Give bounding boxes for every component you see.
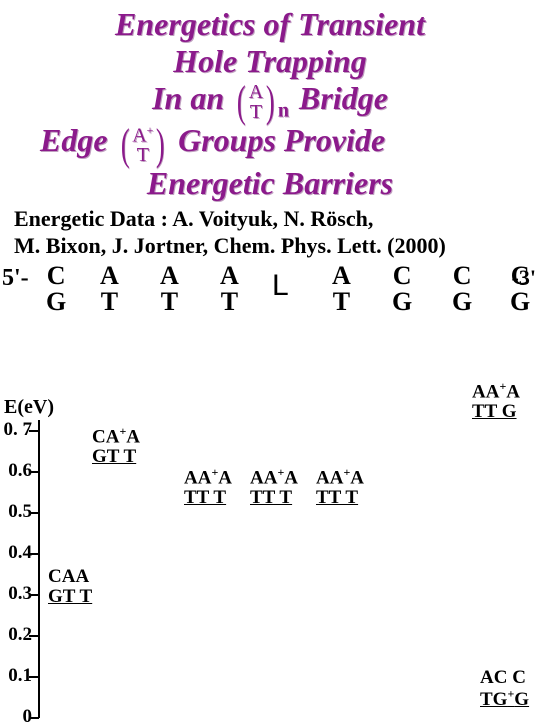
title-line4-pre: Edge bbox=[40, 122, 108, 158]
seq-pair: AT bbox=[220, 263, 239, 315]
axis-tick-label: 0.5 bbox=[0, 501, 32, 523]
frac-2: ( A+ T ) bbox=[118, 123, 169, 165]
title-line-1: Energetics of Transient bbox=[0, 6, 540, 43]
frac2-den: T bbox=[132, 145, 153, 165]
seq-pair: CG bbox=[452, 263, 472, 315]
title-line4-post: Groups Provide bbox=[178, 122, 385, 158]
seq-pair: CG bbox=[46, 263, 66, 315]
frac1-num: A bbox=[249, 82, 263, 102]
seq-pair: AT bbox=[100, 263, 119, 315]
species-label: AA+ATT T bbox=[184, 466, 232, 508]
citation: Energetic Data : A. Voityuk, N. Rösch, M… bbox=[0, 202, 540, 259]
title-block: Energetics of Transient Hole Trapping In… bbox=[0, 0, 540, 202]
axis-tick-label: 0.2 bbox=[0, 624, 32, 646]
seq-pair: AT bbox=[332, 263, 351, 315]
mid-symbol: L bbox=[272, 269, 289, 303]
sequence-row: 5'- -3' CGATATATATCGCGCGL bbox=[0, 259, 540, 323]
axis-tick-label: 0. 7 bbox=[0, 419, 32, 441]
seq-5prime: 5'- bbox=[2, 265, 29, 292]
axis-label: E(eV) bbox=[4, 396, 54, 419]
axis-tick-label: 0.1 bbox=[0, 665, 32, 687]
seq-pair: CG bbox=[510, 263, 530, 315]
species-label: AA+ATT T bbox=[316, 466, 364, 508]
species-label: AA+ATT T bbox=[250, 466, 298, 508]
title-line-2: Hole Trapping bbox=[0, 43, 540, 80]
citation-line-2: M. Bixon, J. Jortner, Chem. Phys. Lett. … bbox=[14, 233, 530, 259]
species-label: CAAGT T bbox=[48, 567, 92, 607]
seq-pair: CG bbox=[392, 263, 412, 315]
axis-tick-label: 0.6 bbox=[0, 460, 32, 482]
title-line-3: In an ( A T )n Bridge bbox=[0, 80, 540, 123]
species-label: CA+AGT T bbox=[92, 425, 140, 467]
sub-n: n bbox=[278, 99, 289, 121]
species-label: AC CTG+G bbox=[480, 668, 529, 710]
frac2-num: A+ bbox=[132, 124, 153, 146]
axis-tick-label: 0.4 bbox=[0, 542, 32, 564]
axis-tick-label: 0 bbox=[0, 706, 32, 728]
seq-pair: AT bbox=[160, 263, 179, 315]
frac-1: ( A T )n bbox=[234, 80, 289, 122]
citation-line-1: Energetic Data : A. Voityuk, N. Rösch, bbox=[14, 206, 530, 232]
title-line-4: Edge ( A+ T ) Groups Provide bbox=[0, 122, 540, 165]
title-line-5: Energetic Barriers bbox=[0, 165, 540, 202]
title-line3-pre: In an bbox=[152, 80, 224, 116]
y-axis-line bbox=[38, 420, 40, 718]
frac1-den: T bbox=[249, 102, 263, 122]
axis-tick-label: 0.3 bbox=[0, 583, 32, 605]
title-line3-post: Bridge bbox=[299, 80, 388, 116]
species-label: AA+ATT G bbox=[472, 380, 520, 422]
